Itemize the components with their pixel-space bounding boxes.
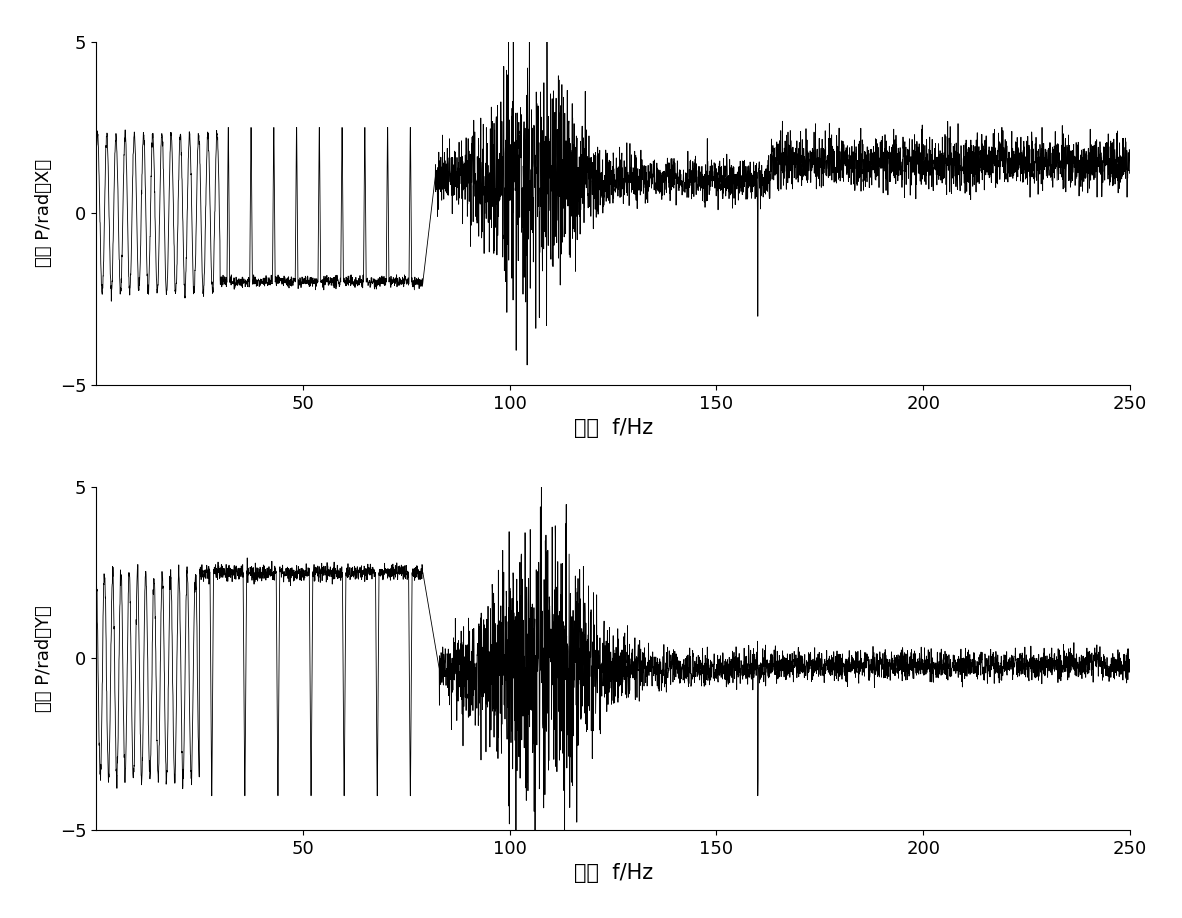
Y-axis label: 相位 P/rad（X）: 相位 P/rad（X）: [34, 159, 53, 267]
X-axis label: 频率  f/Hz: 频率 f/Hz: [573, 419, 652, 438]
Y-axis label: 相位 P/rad（Y）: 相位 P/rad（Y）: [34, 605, 53, 711]
X-axis label: 频率  f/Hz: 频率 f/Hz: [573, 863, 652, 883]
